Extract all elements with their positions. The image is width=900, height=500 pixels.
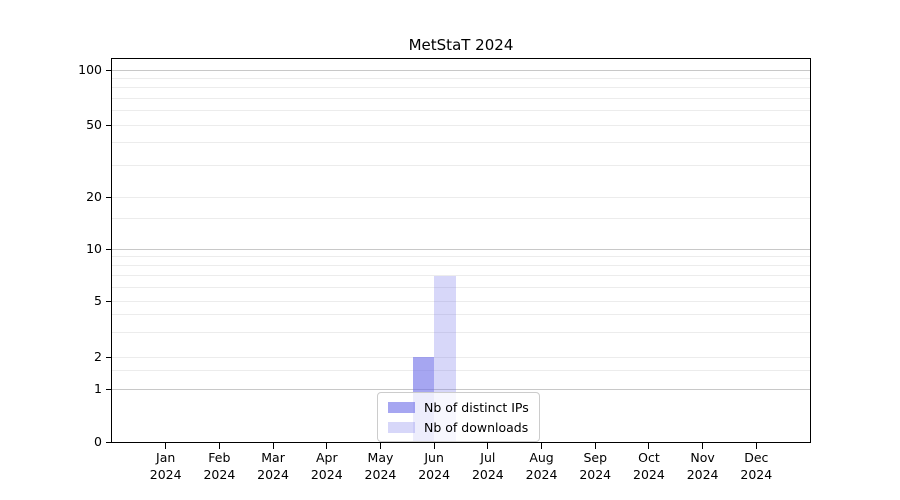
gridline-minor xyxy=(112,275,810,277)
x-tick-label: Feb 2024 xyxy=(189,449,249,483)
legend-entry: Nb of downloads xyxy=(388,421,529,434)
x-tick-year: 2024 xyxy=(525,467,558,482)
y-tick-label: 2 xyxy=(94,349,102,364)
legend-swatch xyxy=(388,402,415,413)
x-tick-label: Sep 2024 xyxy=(565,449,625,483)
gridline-major xyxy=(112,388,810,390)
x-tick-month: Nov xyxy=(690,450,715,465)
gridline-minor xyxy=(112,142,810,144)
y-tick-mark xyxy=(106,356,112,358)
x-tick-year: 2024 xyxy=(149,467,182,482)
legend-entry: Nb of distinct IPs xyxy=(388,401,529,414)
x-tick-month: Dec xyxy=(744,450,769,465)
x-tick-label: Apr 2024 xyxy=(297,449,357,483)
x-tick-year: 2024 xyxy=(686,467,719,482)
gridline-major xyxy=(112,69,810,71)
gridline-minor xyxy=(112,265,810,267)
y-tick-label: 5 xyxy=(94,293,102,308)
x-tick-month: Sep xyxy=(583,450,607,465)
gridline-minor xyxy=(112,314,810,316)
gridline-minor xyxy=(112,124,810,126)
y-tick-label: 10 xyxy=(86,241,102,256)
x-tick-mark xyxy=(755,443,757,449)
x-tick-mark xyxy=(379,443,381,449)
legend-label: Nb of downloads xyxy=(424,420,529,435)
legend: Nb of distinct IPs Nb of downloads xyxy=(377,392,540,442)
x-tick-year: 2024 xyxy=(471,467,504,482)
gridline-major xyxy=(112,248,810,250)
x-tick-year: 2024 xyxy=(310,467,343,482)
x-tick-year: 2024 xyxy=(740,467,773,482)
x-tick-year: 2024 xyxy=(418,467,451,482)
y-tick-mark xyxy=(106,124,112,126)
gridline-minor xyxy=(112,300,810,302)
x-tick-year: 2024 xyxy=(579,467,612,482)
x-tick-mark xyxy=(218,443,220,449)
chart-title: MetStaT 2024 xyxy=(408,36,514,54)
legend-label: Nb of distinct IPs xyxy=(424,400,529,415)
gridline-minor xyxy=(112,196,810,198)
gridline-minor xyxy=(112,110,810,112)
x-tick-label: Oct 2024 xyxy=(619,449,679,483)
gridline-minor xyxy=(112,356,810,358)
y-tick-label: 100 xyxy=(78,62,102,77)
x-tick-label: May 2024 xyxy=(350,449,410,483)
x-tick-year: 2024 xyxy=(257,467,289,482)
y-tick-label: 0 xyxy=(94,434,102,449)
x-tick-year: 2024 xyxy=(364,467,397,482)
gridline-minor xyxy=(112,286,810,288)
x-tick-mark xyxy=(594,443,596,449)
x-tick-label: Nov 2024 xyxy=(673,449,733,483)
y-tick-mark xyxy=(106,441,112,443)
x-tick-month: Aug xyxy=(529,450,554,465)
x-tick-month: May xyxy=(367,450,394,465)
x-tick-label: Jun 2024 xyxy=(404,449,464,483)
y-tick-label: 50 xyxy=(86,117,102,132)
x-tick-month: Mar xyxy=(261,450,285,465)
x-tick-month: Oct xyxy=(638,450,660,465)
x-tick-mark xyxy=(702,443,704,449)
x-tick-mark xyxy=(487,443,489,449)
x-tick-label: Mar 2024 xyxy=(243,449,303,483)
gridline-minor xyxy=(112,331,810,333)
x-tick-month: Jun xyxy=(424,450,444,465)
x-tick-mark xyxy=(433,443,435,449)
gridline-minor xyxy=(112,369,810,371)
x-tick-month: Feb xyxy=(208,450,231,465)
x-tick-label: Jul 2024 xyxy=(458,449,518,483)
y-tick-mark xyxy=(106,69,112,71)
x-tick-label: Aug 2024 xyxy=(512,449,572,483)
y-tick-mark xyxy=(106,248,112,250)
gridline-minor xyxy=(112,218,810,220)
x-tick-mark xyxy=(165,443,167,449)
x-tick-month: Jan xyxy=(156,450,176,465)
gridline-minor xyxy=(112,256,810,258)
x-tick-mark xyxy=(648,443,650,449)
y-tick-label: 1 xyxy=(94,381,102,396)
x-tick-mark xyxy=(326,443,328,449)
x-tick-mark xyxy=(541,443,543,449)
gridline-minor xyxy=(112,87,810,89)
x-tick-month: Apr xyxy=(315,450,338,465)
gridline-minor xyxy=(112,77,810,79)
y-tick-mark xyxy=(106,300,112,302)
gridline-minor xyxy=(112,164,810,166)
x-tick-label: Dec 2024 xyxy=(726,449,786,483)
gridline-minor xyxy=(112,97,810,99)
y-tick-mark xyxy=(106,196,112,198)
legend-swatch xyxy=(388,422,415,433)
x-tick-mark xyxy=(272,443,274,449)
plot-area: 0 1 2 5 10 20 50 100 Jan 2024 Feb 2024 Mar 2024 Apr 20… xyxy=(78,58,811,482)
y-tick-label: 20 xyxy=(86,189,102,204)
x-tick-year: 2024 xyxy=(203,467,236,482)
y-tick-mark xyxy=(106,388,112,390)
x-tick-year: 2024 xyxy=(633,467,665,482)
x-tick-month: Jul xyxy=(480,450,496,465)
x-tick-label: Jan 2024 xyxy=(136,449,196,483)
